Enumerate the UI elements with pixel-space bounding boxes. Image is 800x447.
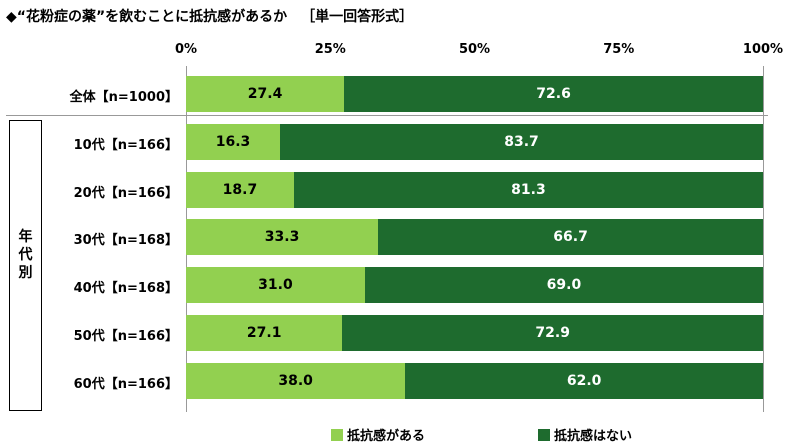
age-group-box: 年代別 [9,120,42,411]
group-label-char: 年 [18,229,33,245]
row-label: 50代【n=166】 [73,329,178,344]
group-label-char: 別 [18,265,33,281]
stacked-bar: 31.0 69.0 [186,267,763,303]
row-label: 20代【n=166】 [73,186,178,201]
x-tick-label: 0% [174,42,198,57]
bar-segment-no: 66.7 [378,219,763,255]
chart-title-main: ◆“花粉症の薬”を飲むことに抵抗感があるか [6,9,288,25]
bar-segment-yes: 33.3 [186,219,379,255]
bar-segment-no: 72.6 [344,76,763,112]
stacked-bar: 16.3 83.7 [186,124,763,160]
row-label: 60代【n=166】 [73,377,178,392]
bar-segment-no: 72.9 [342,315,763,351]
bar-segment-yes: 27.1 [186,315,343,351]
x-tick-label: 75% [603,42,635,57]
bar-segment-no: 83.7 [280,124,763,160]
stacked-bar: 33.3 66.7 [186,219,763,255]
legend-swatch-yes [331,428,343,441]
bar-segment-yes: 16.3 [186,124,281,160]
stacked-bar: 18.7 81.3 [186,172,763,208]
group-label-char: 代 [18,247,33,263]
legend-swatch-no [538,428,550,441]
x-tick-label: 100% [742,42,784,57]
legend-label-yes: 抵抗感がある [347,429,426,444]
legend-label-no: 抵抗感はない [554,429,633,444]
total-separator [6,115,768,116]
bar-segment-yes: 31.0 [186,267,365,303]
chart-title-format: ［単一回答形式］ [301,9,414,25]
stacked-bar: 27.1 72.9 [186,315,763,351]
row-label: 40代【n=168】 [73,281,178,296]
legend-item-yes: 抵抗感がある [331,425,425,444]
bar-segment-no: 69.0 [364,267,763,303]
bar-segment-yes: 38.0 [186,363,406,399]
bar-segment-no: 81.3 [293,172,763,208]
bar-segment-no: 62.0 [405,363,763,399]
bar-segment-yes: 27.4 [186,76,345,112]
row-label: 10代【n=166】 [73,138,178,153]
chart-title: ◆“花粉症の薬”を飲むことに抵抗感があるか ［単一回答形式］ [6,6,413,26]
age-group-label: 年代別 [10,228,41,282]
x-tick-label: 25% [314,42,346,57]
bar-segment-yes: 18.7 [186,172,294,208]
legend-item-no: 抵抗感はない [538,425,632,444]
stacked-bar: 27.4 72.6 [186,76,763,112]
axis-line-right [763,66,764,412]
row-label: 全体【n=1000】 [69,90,178,105]
row-label: 30代【n=168】 [73,233,178,248]
x-tick-label: 50% [458,42,491,57]
stacked-bar: 38.0 62.0 [186,363,763,399]
